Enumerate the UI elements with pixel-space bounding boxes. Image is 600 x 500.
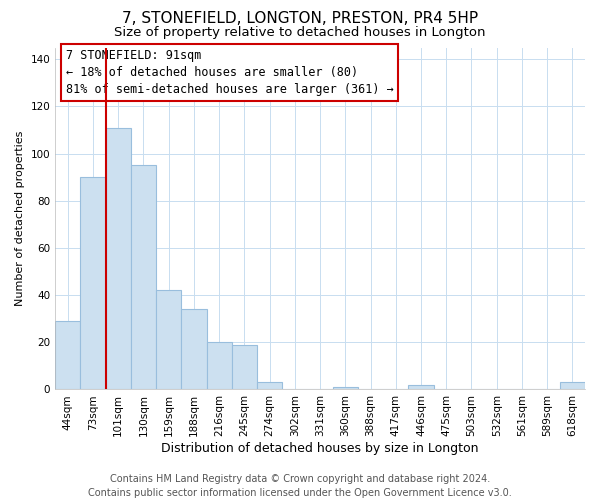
Text: 7 STONEFIELD: 91sqm
← 18% of detached houses are smaller (80)
81% of semi-detach: 7 STONEFIELD: 91sqm ← 18% of detached ho… bbox=[66, 49, 394, 96]
Bar bbox=[232, 344, 257, 390]
Bar bbox=[257, 382, 282, 390]
Bar bbox=[206, 342, 232, 390]
Bar bbox=[156, 290, 181, 390]
Text: Contains HM Land Registry data © Crown copyright and database right 2024.
Contai: Contains HM Land Registry data © Crown c… bbox=[88, 474, 512, 498]
Bar bbox=[80, 177, 106, 390]
Bar bbox=[409, 384, 434, 390]
Bar bbox=[560, 382, 585, 390]
Bar bbox=[55, 321, 80, 390]
Text: Size of property relative to detached houses in Longton: Size of property relative to detached ho… bbox=[114, 26, 486, 39]
Bar bbox=[131, 166, 156, 390]
Bar bbox=[332, 387, 358, 390]
Y-axis label: Number of detached properties: Number of detached properties bbox=[15, 131, 25, 306]
Bar bbox=[106, 128, 131, 390]
Bar bbox=[181, 310, 206, 390]
X-axis label: Distribution of detached houses by size in Longton: Distribution of detached houses by size … bbox=[161, 442, 479, 455]
Text: 7, STONEFIELD, LONGTON, PRESTON, PR4 5HP: 7, STONEFIELD, LONGTON, PRESTON, PR4 5HP bbox=[122, 11, 478, 26]
